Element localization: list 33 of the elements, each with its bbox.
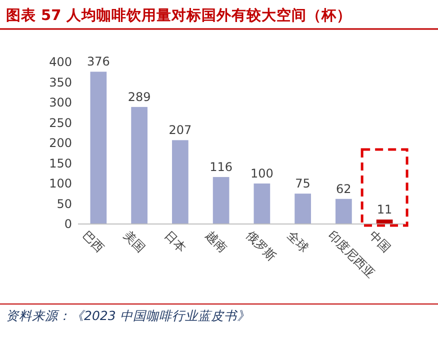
x-tick-label: 美国 — [120, 228, 148, 256]
data-label: 75 — [295, 176, 310, 191]
y-tick-label: 50 — [56, 196, 72, 211]
chart-title: 图表 57 人均咖啡饮用量对标国外有较大空间（杯） — [6, 6, 352, 24]
bar — [172, 140, 188, 224]
bar — [294, 194, 311, 224]
y-tick-label: 0 — [64, 217, 72, 231]
bar — [131, 106, 148, 224]
y-tick-label: 300 — [49, 96, 72, 110]
data-label: 62 — [336, 182, 352, 196]
data-label: 11 — [376, 202, 392, 217]
y-tick-label: 350 — [49, 75, 72, 90]
y-tick-label: 200 — [49, 136, 72, 150]
data-label: 376 — [86, 54, 110, 69]
text: 资料来源：《2023 中国咖啡行业蓝皮书》 — [6, 308, 250, 323]
bar — [212, 177, 230, 224]
x-tick-label: 中国 — [366, 228, 394, 256]
data-label: 207 — [168, 123, 192, 138]
x-tick-label: 全球 — [284, 228, 312, 256]
y-tick-label: 150 — [49, 156, 72, 170]
bar — [90, 72, 107, 224]
bar — [254, 184, 270, 224]
data-label: 289 — [128, 90, 151, 104]
y-tick-label: 400 — [49, 55, 72, 69]
x-tick-label: 越南 — [202, 228, 230, 256]
y-tick-label: 100 — [49, 176, 72, 190]
bar — [336, 198, 352, 224]
data-label: 100 — [250, 166, 274, 180]
data-label: 116 — [210, 160, 233, 174]
x-tick-label: 日本 — [162, 228, 189, 256]
x-tick-label: 俄罗斯 — [244, 228, 279, 264]
x-tick-label: 巴西 — [80, 228, 107, 256]
y-tick-label: 250 — [49, 116, 72, 130]
